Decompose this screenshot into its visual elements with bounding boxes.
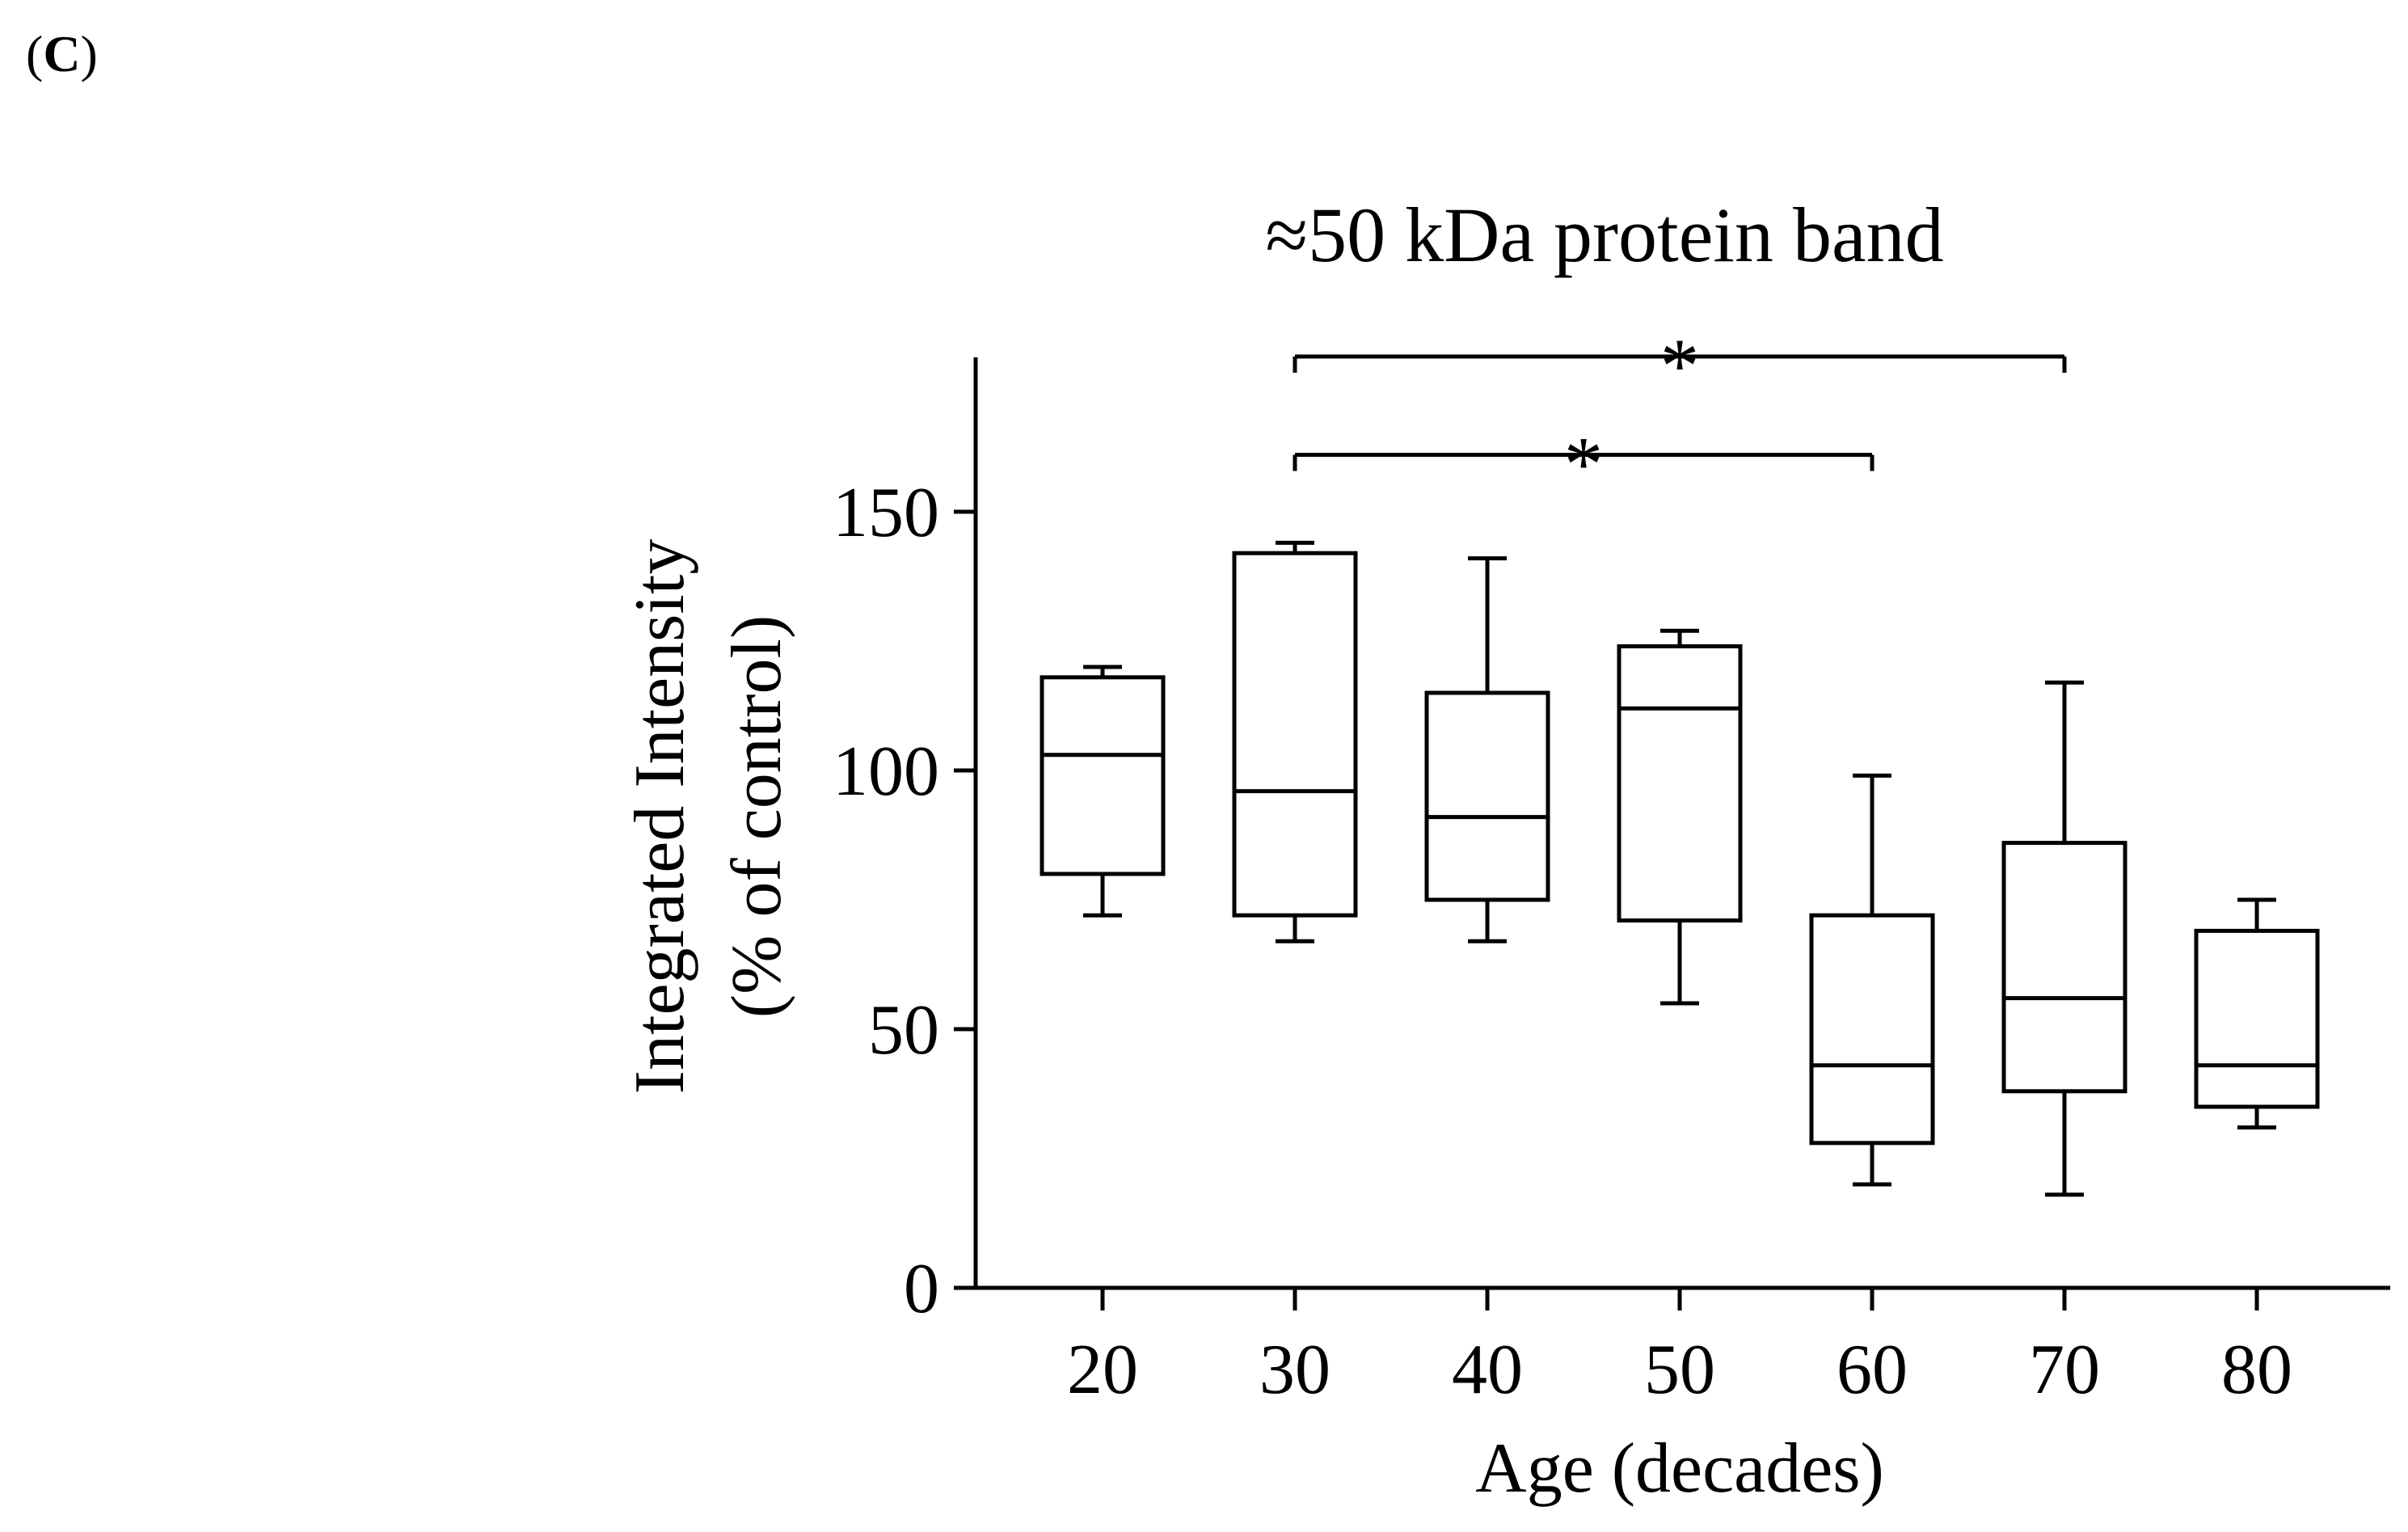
box-group-50: [1617, 628, 1743, 1006]
box-group-60: [1809, 773, 1935, 1187]
box-group-80: [2194, 897, 2320, 1130]
y-ticks: 0 50 100 150: [833, 474, 976, 1328]
y-axis-label-line-2: (% of control): [718, 615, 796, 1018]
y-tick-label: 0: [904, 1250, 939, 1328]
significance-bracket-30-70: *: [1293, 323, 2067, 409]
y-tick-label: 150: [833, 474, 939, 552]
significance-bracket-30-60: *: [1293, 421, 1875, 508]
x-tick-label: 50: [1644, 1331, 1715, 1409]
y-tick-label: 50: [868, 991, 939, 1070]
x-tick-label: 60: [1837, 1331, 1908, 1409]
box-plot-series: [1040, 540, 2320, 1197]
panel-label: (C): [26, 25, 98, 82]
box-group-20: [1040, 665, 1166, 918]
x-tick-label: 40: [1452, 1331, 1523, 1409]
x-tick-label: 30: [1259, 1331, 1331, 1409]
x-ticks: 20 30 40 50 60 70 80: [1067, 1288, 2292, 1409]
box-iqr: [1809, 913, 1935, 1146]
box-iqr: [1617, 644, 1743, 923]
box-iqr: [1232, 551, 1358, 918]
box-group-70: [2001, 680, 2128, 1197]
box-group-30: [1232, 540, 1358, 943]
box-iqr: [1040, 675, 1166, 876]
chart-title: ≈50 kDa protein band: [1265, 192, 1943, 278]
box-iqr: [1424, 690, 1550, 902]
x-tick-label: 20: [1067, 1331, 1138, 1409]
significance-brackets: **: [1293, 323, 2067, 508]
box-iqr: [2194, 928, 2320, 1109]
significance-star: *: [1660, 323, 1699, 409]
x-axis-label: Age (decades): [1475, 1429, 1884, 1508]
y-axis-label-line-1: Integrated Intensity: [621, 539, 699, 1095]
y-axis-label: Integrated Intensity (% of control): [621, 539, 796, 1095]
box-iqr: [2001, 841, 2128, 1094]
y-tick-label: 100: [833, 732, 939, 811]
box-group-40: [1424, 556, 1550, 943]
significance-star: *: [1564, 421, 1603, 508]
x-tick-label: 80: [2221, 1331, 2292, 1409]
x-tick-label: 70: [2029, 1331, 2100, 1409]
